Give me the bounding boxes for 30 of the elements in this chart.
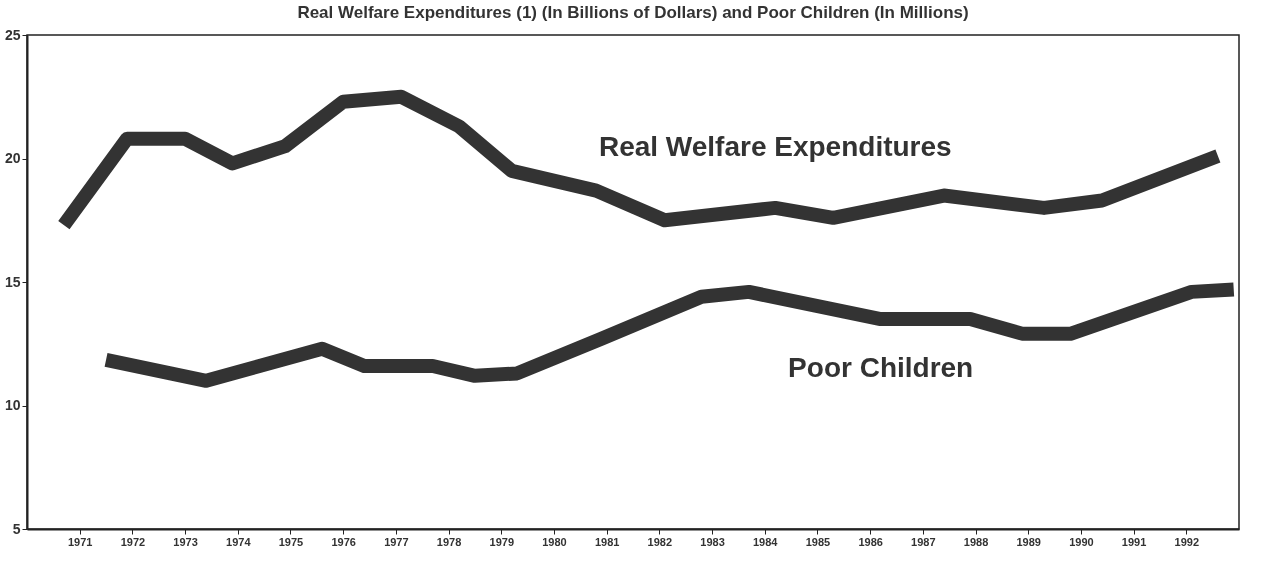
x-tick-label: 1987 — [911, 535, 936, 548]
x-tick-label: 1976 — [331, 535, 356, 548]
x-tick-label: 1985 — [805, 535, 831, 548]
x-tick-label: 1971 — [67, 535, 93, 548]
x-tick-label: 1981 — [594, 535, 620, 548]
x-tick-label: 1972 — [120, 535, 146, 548]
x-tick-label: 1990 — [1069, 535, 1094, 548]
y-tick-label: 5 — [12, 520, 21, 537]
x-tick-label: 1983 — [700, 535, 725, 548]
y-tick-label: 10 — [4, 397, 21, 413]
x-tick-label: 1975 — [278, 535, 304, 548]
x-tick-label: 1986 — [858, 535, 883, 548]
x-tick-label: 1984 — [753, 535, 779, 548]
series-label: Poor Children — [788, 352, 974, 384]
x-tick-label: 1974 — [226, 535, 252, 548]
x-tick-label: 1982 — [647, 535, 673, 548]
x-tick-label: 1989 — [1016, 535, 1041, 548]
y-tick-label: 20 — [4, 150, 21, 166]
chart-title: Real Welfare Expenditures (1) (In Billions of Dollars) and Poor Children (In Millions) — [297, 3, 969, 22]
x-tick-label: 1979 — [489, 535, 514, 548]
y-tick-label: 25 — [4, 26, 21, 43]
y-tick-label: 15 — [4, 273, 21, 290]
series-label: Real Welfare Expenditures — [598, 130, 952, 162]
x-tick-label: 1991 — [1121, 535, 1147, 548]
x-tick-label: 1988 — [963, 535, 989, 548]
x-tick-label: 1980 — [542, 535, 567, 548]
x-tick-label: 1973 — [173, 535, 198, 548]
x-tick-label: 1978 — [436, 535, 462, 548]
x-tick-label: 1977 — [384, 535, 409, 548]
x-tick-label: 1992 — [1174, 535, 1200, 548]
